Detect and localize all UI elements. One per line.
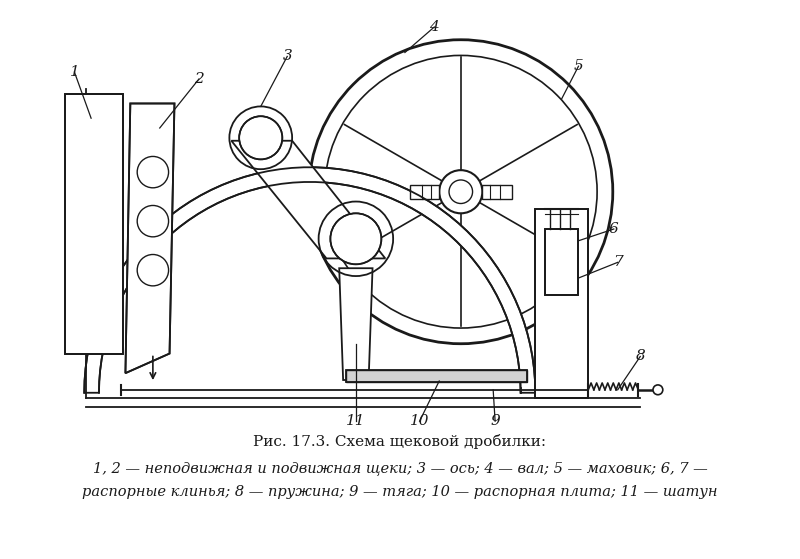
Polygon shape (84, 167, 535, 393)
Circle shape (137, 157, 169, 188)
Text: 11: 11 (346, 414, 366, 428)
Text: 8: 8 (635, 349, 645, 363)
Text: 1: 1 (70, 65, 79, 79)
Circle shape (449, 180, 473, 203)
Polygon shape (65, 94, 123, 353)
Circle shape (653, 385, 663, 395)
Text: распорные клинья; 8 — пружина; 9 — тяга; 10 — распорная плита; 11 — шатун: распорные клинья; 8 — пружина; 9 — тяга;… (82, 485, 718, 499)
Text: 6: 6 (609, 222, 618, 236)
Polygon shape (346, 370, 527, 382)
Text: 9: 9 (490, 414, 500, 428)
Text: 10: 10 (410, 414, 430, 428)
Text: 1, 2 — неподвижная и подвижная щеки; 3 — ось; 4 — вал; 5 — маховик; 6, 7 —: 1, 2 — неподвижная и подвижная щеки; 3 —… (93, 461, 707, 475)
Circle shape (137, 254, 169, 286)
Circle shape (239, 116, 282, 159)
Text: Рис. 17.3. Схема щековой дробилки:: Рис. 17.3. Схема щековой дробилки: (254, 434, 546, 449)
Bar (410, 185, 439, 198)
Polygon shape (126, 103, 174, 373)
Text: 4: 4 (430, 20, 439, 34)
Text: 2: 2 (194, 72, 204, 86)
Polygon shape (339, 268, 373, 380)
Bar (482, 185, 512, 198)
Circle shape (330, 214, 382, 264)
Circle shape (439, 170, 482, 214)
Circle shape (137, 206, 169, 237)
Text: 3: 3 (282, 49, 292, 63)
Text: 7: 7 (613, 255, 622, 269)
Circle shape (309, 40, 613, 344)
Text: 5: 5 (574, 59, 583, 73)
Polygon shape (231, 141, 386, 258)
Circle shape (325, 55, 597, 328)
Polygon shape (535, 210, 588, 397)
Polygon shape (545, 229, 578, 295)
